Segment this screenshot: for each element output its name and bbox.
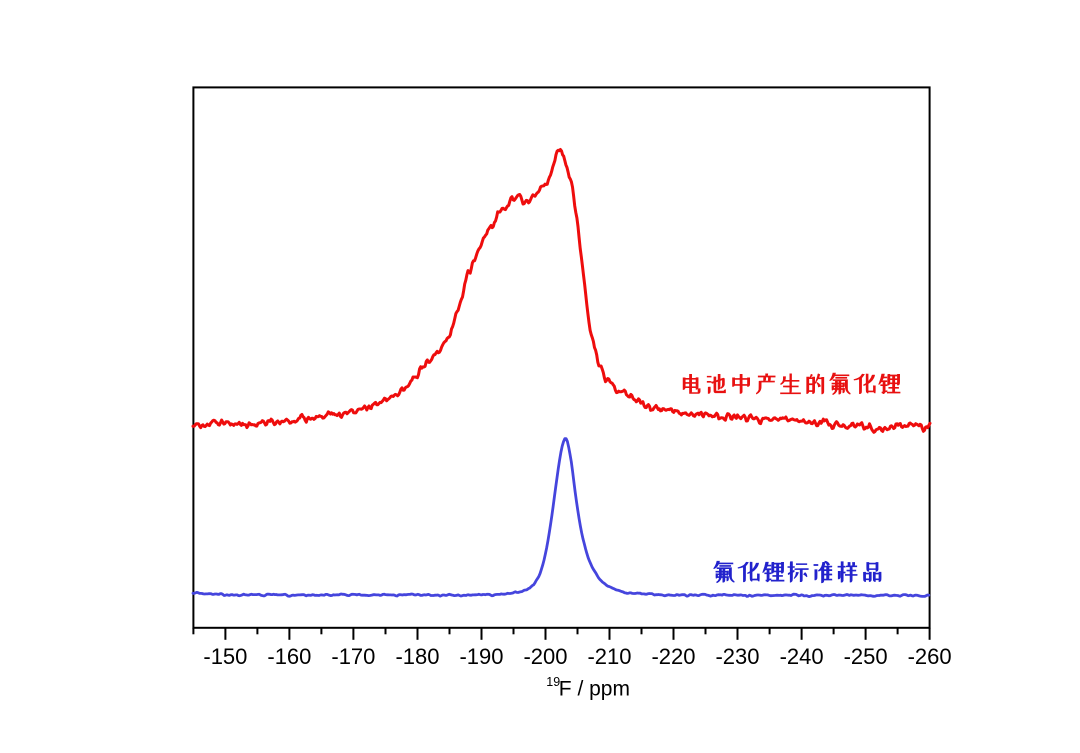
- svg-text:-220: -220: [651, 644, 695, 669]
- svg-text:-260: -260: [908, 644, 952, 669]
- svg-text:-190: -190: [459, 644, 503, 669]
- svg-text:-250: -250: [844, 644, 888, 669]
- svg-text:-210: -210: [587, 644, 631, 669]
- svg-text:-170: -170: [331, 644, 375, 669]
- svg-text:19: 19: [546, 675, 560, 689]
- svg-text:-160: -160: [267, 644, 311, 669]
- svg-text:-200: -200: [523, 644, 567, 669]
- svg-text:-180: -180: [395, 644, 439, 669]
- svg-text:-230: -230: [715, 644, 759, 669]
- svg-text:-150: -150: [203, 644, 247, 669]
- svg-text:-240: -240: [780, 644, 824, 669]
- svg-text:F / ppm: F / ppm: [559, 678, 630, 701]
